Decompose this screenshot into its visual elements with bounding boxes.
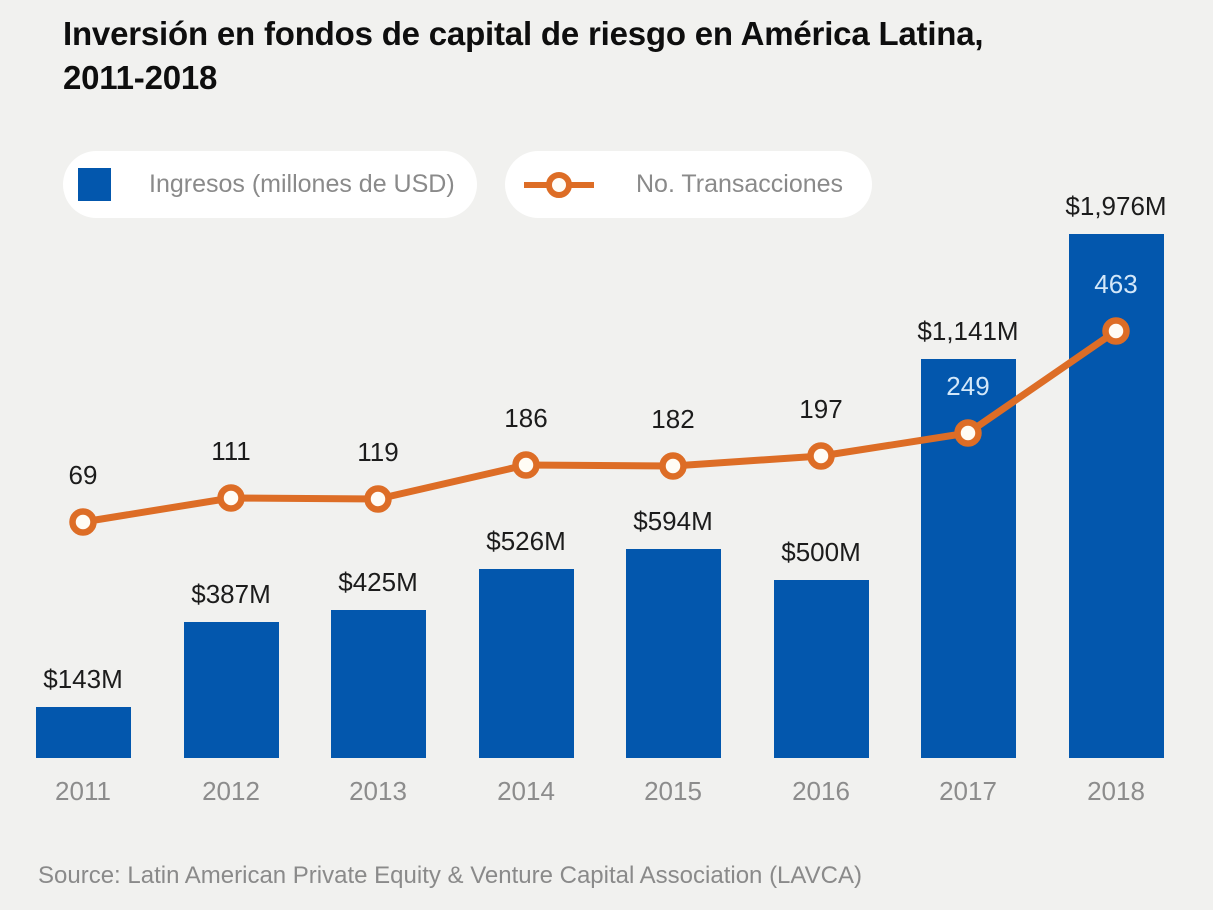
- year-label: 2011: [55, 776, 111, 806]
- year-label: 2014: [497, 776, 555, 806]
- transactions-value-label: 69: [68, 460, 98, 490]
- legend-item-transacciones: No. Transacciones: [505, 151, 872, 218]
- revenue-bar-2017: [920, 359, 1016, 758]
- legend-label-ingresos: Ingresos (millones de USD): [149, 170, 455, 198]
- revenue-bar-2012: [183, 622, 279, 758]
- revenue-bar-2015: [625, 549, 721, 758]
- revenue-value-label: $526M: [486, 526, 566, 556]
- legend-item-ingresos: Ingresos (millones de USD): [63, 151, 477, 218]
- revenue-bar-2014: [478, 569, 574, 758]
- line-marker-icon: [524, 171, 594, 198]
- revenue-bar-2013: [330, 610, 426, 758]
- year-label: 2015: [644, 776, 702, 806]
- chart-title: Inversión en fondos de capital de riesgo…: [63, 12, 1163, 100]
- transactions-value-label: 249: [946, 371, 990, 401]
- legend-label-transacciones: No. Transacciones: [636, 170, 844, 198]
- transactions-value-label: 197: [799, 394, 843, 424]
- revenue-value-label: $425M: [338, 567, 418, 597]
- transactions-value-label: 463: [1094, 269, 1138, 299]
- revenue-bar-2011: [35, 707, 131, 758]
- revenue-value-label: $1,976M: [1065, 191, 1167, 221]
- bar-swatch-icon: [78, 168, 111, 201]
- year-label: 2018: [1087, 776, 1145, 806]
- source-citation: Source: Latin American Private Equity & …: [38, 862, 862, 889]
- transactions-value-label: 111: [211, 436, 251, 466]
- revenue-value-label: $500M: [781, 537, 861, 567]
- revenue-bar-2018: [1068, 234, 1164, 758]
- revenue-value-label: $1,141M: [917, 316, 1019, 346]
- year-label: 2012: [202, 776, 260, 806]
- year-label: 2013: [349, 776, 407, 806]
- legend: Ingresos (millones de USD) No. Transacci…: [63, 151, 872, 218]
- chart-title-line-1: Inversión en fondos de capital de riesgo…: [63, 15, 984, 52]
- year-label: 2016: [792, 776, 850, 806]
- year-label: 2017: [939, 776, 997, 806]
- revenue-bar-2016: [773, 580, 869, 758]
- revenue-value-label: $143M: [43, 664, 123, 694]
- revenue-value-label: $387M: [191, 579, 271, 609]
- revenue-value-label: $594M: [633, 506, 713, 536]
- transactions-value-label: 182: [651, 404, 695, 434]
- transactions-value-label: 119: [357, 437, 399, 467]
- chart-title-line-2: 2011-2018: [63, 59, 218, 96]
- transactions-value-label: 186: [504, 403, 548, 433]
